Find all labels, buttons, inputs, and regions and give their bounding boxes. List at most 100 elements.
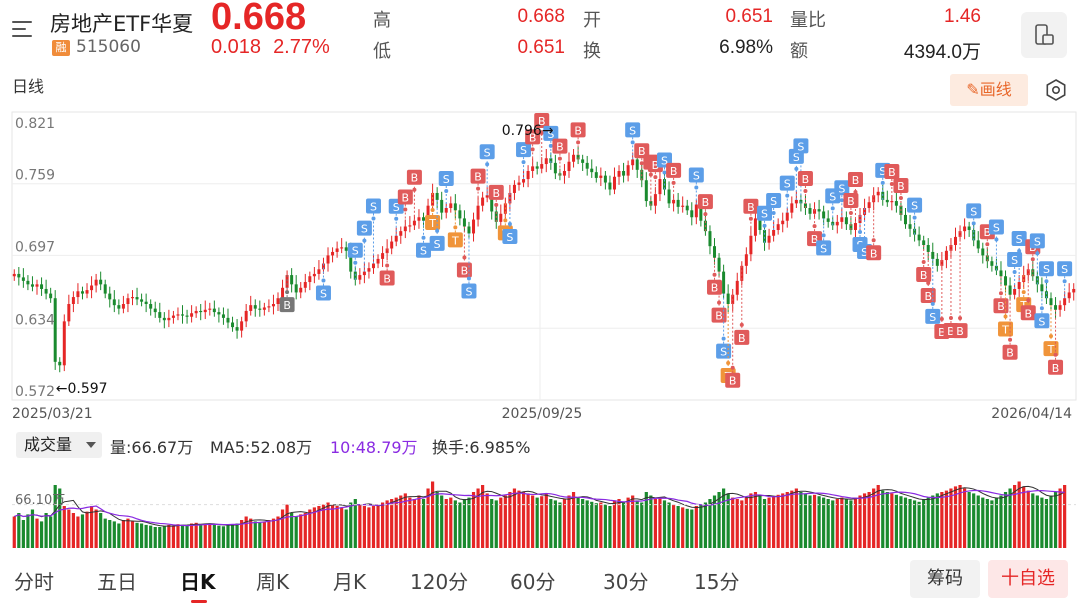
candle-body: [1040, 284, 1044, 292]
candle-body: [185, 315, 189, 317]
signal-label: S: [661, 154, 668, 167]
volume-bar: [12, 516, 16, 548]
volume-bar: [626, 497, 630, 548]
candle-body: [1026, 269, 1030, 276]
signal-badge: [1020, 305, 1036, 321]
candle-body: [399, 231, 403, 236]
candle-body: [299, 287, 303, 293]
volume-bar: [481, 485, 485, 548]
volume-bar: [71, 513, 75, 548]
menu-icon[interactable]: [10, 14, 38, 42]
landscape-toggle-button[interactable]: [1021, 12, 1067, 58]
security-name: 房地产ETF华夏: [50, 12, 194, 36]
volume-bar: [731, 497, 735, 548]
tab-minute[interactable]: 分时: [14, 570, 54, 594]
candle-body: [1054, 305, 1058, 310]
candle-body: [481, 197, 485, 206]
chip-distribution-button[interactable]: 筹码: [910, 560, 980, 598]
signal-dot: [889, 182, 894, 187]
volume-chart[interactable]: 66.10万: [0, 460, 1080, 552]
volume-bar: [817, 496, 821, 548]
signal-badge: [766, 192, 782, 208]
candle-body: [403, 226, 407, 232]
tab-five-day[interactable]: 五日: [97, 570, 137, 594]
tab-30min[interactable]: 30分: [603, 570, 649, 594]
signal-dot: [785, 193, 790, 198]
volume-bar: [876, 485, 880, 548]
candle-body: [203, 309, 207, 313]
tab-day-k[interactable]: 日K: [180, 570, 216, 594]
volume-bar: [467, 497, 471, 548]
volume-bar: [62, 506, 66, 548]
volume-bar: [321, 504, 326, 548]
signal-badge: [447, 232, 463, 248]
turnover-label: 换: [583, 41, 601, 62]
tab-week-k[interactable]: 周K: [256, 570, 290, 594]
volume-bar: [767, 497, 771, 548]
signal-label: B: [1006, 347, 1014, 360]
signal-badge: [725, 372, 741, 388]
volume-ma10: 10:48.79万: [330, 438, 418, 457]
signal-dot: [485, 162, 490, 167]
volume-bar: [908, 499, 912, 548]
candle-body: [603, 175, 607, 183]
candle-body: [1017, 282, 1021, 289]
volume-bar: [940, 492, 944, 548]
candle-body: [112, 299, 116, 306]
signal-label: B: [956, 325, 964, 338]
signal-badge: [793, 138, 809, 154]
candle-body: [1031, 269, 1035, 277]
candle-body: [349, 250, 353, 272]
volume-bar: [30, 509, 35, 548]
candle-body: [617, 170, 621, 177]
tab-month-k[interactable]: 月K: [333, 570, 367, 594]
open-value: 0.651: [725, 6, 773, 27]
volume-bar: [590, 501, 594, 548]
volume-bar: [831, 500, 835, 548]
signal-label: B: [383, 272, 391, 285]
volume-bar: [149, 525, 153, 548]
volume-bar: [585, 500, 589, 548]
x-tick-label: 2025/09/25: [502, 406, 583, 422]
candlestick-chart[interactable]: BSSSSBSBBSTSSTBSBSBTSSBBSBBSBBBSBSBBBSTB…: [0, 108, 1080, 428]
signal-dot: [994, 237, 999, 242]
volume-bar: [380, 502, 385, 548]
tab-15min[interactable]: 15分: [694, 570, 740, 594]
volume-bar: [667, 502, 671, 548]
signal-label: B: [847, 195, 855, 208]
volume-bar: [362, 506, 366, 548]
volume-bar: [262, 521, 266, 548]
volume-bar: [412, 499, 417, 548]
add-favorite-button[interactable]: 十自选: [988, 560, 1068, 598]
signal-dot: [812, 224, 817, 229]
signal-dot: [939, 317, 944, 322]
tab-60min[interactable]: 60分: [510, 570, 556, 594]
volume-bar: [899, 496, 903, 548]
signal-label: B: [852, 174, 860, 187]
volume-bar: [999, 495, 1003, 548]
draw-line-button[interactable]: ✎画线: [950, 74, 1028, 106]
signal-dot: [926, 280, 931, 285]
signal-dot: [717, 300, 722, 305]
tab-120min[interactable]: 120分: [410, 570, 469, 594]
candle-body: [540, 164, 544, 169]
signal-label: S: [352, 245, 359, 258]
candle-body: [76, 291, 80, 298]
volume-bar: [849, 500, 853, 548]
volume-bar: [931, 495, 935, 548]
indicator-selector[interactable]: 成交量: [16, 432, 102, 458]
volume-bar: [867, 492, 871, 548]
candle-body: [913, 228, 917, 235]
volume-bar: [781, 493, 785, 548]
candle-body: [708, 231, 712, 247]
signal-dot: [880, 180, 885, 185]
volume-bar: [185, 525, 189, 548]
signal-dot: [430, 207, 435, 212]
signal-label: S: [970, 205, 977, 218]
signal-dot: [1026, 298, 1031, 303]
settings-button[interactable]: [1043, 77, 1069, 103]
signal-label: S: [784, 178, 791, 191]
signal-label: B: [461, 265, 469, 278]
volume-bar: [153, 527, 157, 548]
volume-bar: [926, 497, 930, 548]
